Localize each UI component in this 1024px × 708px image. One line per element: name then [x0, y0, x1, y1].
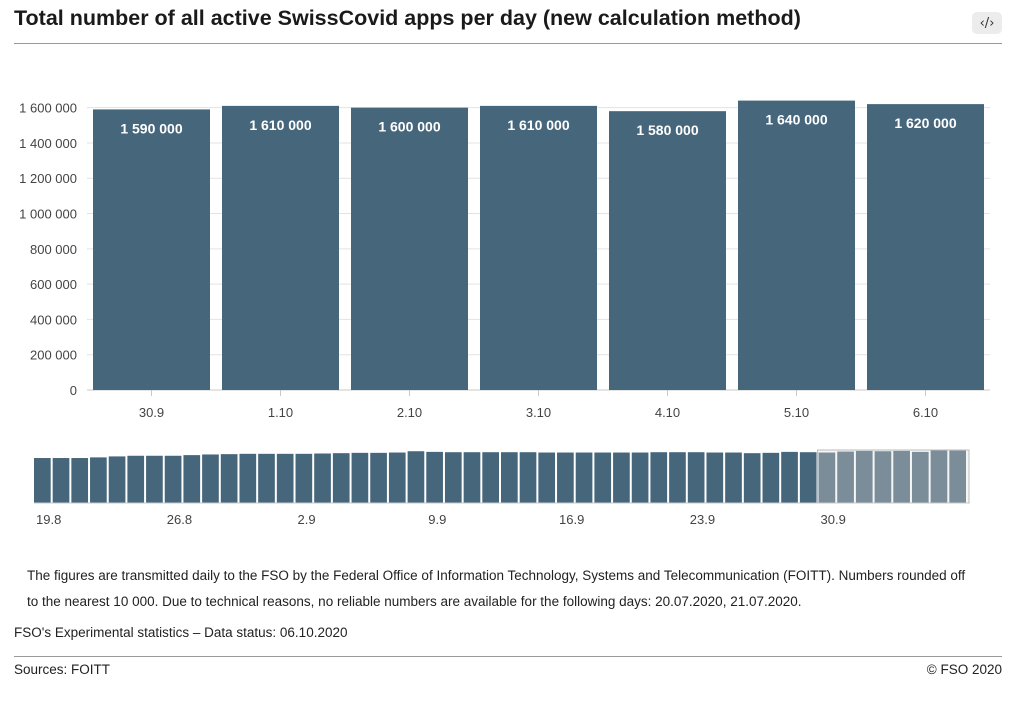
copyright: © FSO 2020	[926, 662, 1002, 677]
navigator-chart[interactable]: 19.8 26.8 2.9 9.9 16.9 23.9 30.9	[0, 440, 1024, 535]
bar	[738, 100, 855, 391]
navigator-bar	[930, 449, 948, 503]
bar	[351, 107, 468, 390]
navigator-bar	[164, 455, 182, 503]
x-tick-label: 30.9	[139, 405, 164, 420]
navigator-bar	[762, 452, 780, 503]
navigator-bar	[949, 450, 966, 503]
navigator-bar	[52, 458, 70, 503]
navigator-bar	[127, 455, 145, 503]
data-status: FSO's Experimental statistics – Data sta…	[14, 625, 348, 640]
navigator-tick-label: 9.9	[428, 512, 446, 527]
navigator-bar	[855, 450, 873, 503]
navigator-bar	[34, 458, 51, 503]
navigator-bar	[911, 451, 929, 503]
navigator-bar	[407, 451, 425, 503]
navigator-bar	[370, 452, 387, 503]
navigator-bar	[501, 452, 518, 503]
navigator-bar	[90, 457, 107, 503]
navigator-bar	[818, 452, 836, 503]
bar-value-label: 1 590 000	[120, 120, 182, 136]
x-tick-label: 2.10	[397, 405, 422, 420]
navigator-bar	[706, 452, 724, 503]
y-tick-label: 0	[70, 383, 77, 398]
navigator-bar	[893, 450, 910, 503]
y-tick-label: 200 000	[30, 348, 77, 363]
navigator-bar	[613, 452, 630, 503]
bar	[222, 105, 339, 390]
navigator-bar	[146, 455, 163, 503]
navigator-tick-label: 16.9	[559, 512, 584, 527]
navigator-tick-label: 23.9	[690, 512, 715, 527]
bar	[93, 109, 210, 390]
navigator-tick-label: 2.9	[298, 512, 316, 527]
x-tick-label: 6.10	[913, 405, 938, 420]
navigator-bar	[332, 453, 350, 503]
navigator-bar	[314, 453, 331, 503]
x-tick-label: 3.10	[526, 405, 551, 420]
x-tick-label: 1.10	[268, 405, 293, 420]
navigator-bar	[202, 454, 219, 503]
navigator-bar	[631, 452, 649, 503]
x-tick-label: 5.10	[784, 405, 809, 420]
navigator-bar	[71, 458, 89, 503]
bar-value-label: 1 600 000	[378, 119, 440, 135]
y-tick-label: 600 000	[30, 277, 77, 292]
y-tick-label: 1 200 000	[19, 171, 77, 186]
footnote: The figures are transmitted daily to the…	[27, 568, 966, 609]
navigator-bar	[482, 452, 499, 503]
navigator-bar	[108, 456, 126, 503]
navigator-bar	[426, 451, 443, 503]
footer-divider	[14, 656, 1002, 657]
bar-value-label: 1 640 000	[765, 112, 827, 128]
navigator-bar	[388, 452, 406, 503]
navigator-tick-label: 26.8	[167, 512, 192, 527]
navigator-bar	[538, 452, 556, 503]
y-tick-label: 800 000	[30, 242, 77, 257]
navigator-bar	[799, 452, 817, 503]
embed-code-button[interactable]: ‹/›	[972, 12, 1002, 34]
bar	[609, 111, 726, 391]
bar-value-label: 1 610 000	[249, 117, 311, 133]
navigator-tick-label: 30.9	[821, 512, 846, 527]
x-tick-label: 4.10	[655, 405, 680, 420]
navigator-bar	[258, 453, 275, 503]
navigator-bar	[669, 452, 686, 503]
navigator-bar	[295, 453, 313, 503]
navigator-bar	[725, 452, 742, 503]
y-tick-label: 1 600 000	[19, 101, 77, 116]
y-tick-label: 1 400 000	[19, 136, 77, 151]
navigator-bar	[444, 452, 462, 503]
navigator-bar	[837, 451, 854, 503]
navigator-bar	[220, 454, 238, 503]
main-bar-chart: 0 200 000 400 000 600 000 800 000 1 000 000 1 …	[19, 100, 990, 420]
navigator-selection	[817, 449, 970, 504]
title-divider	[14, 43, 1002, 44]
bar	[480, 105, 597, 390]
chart-title: Total number of all active SwissCovid ap…	[14, 6, 801, 30]
navigator-bar	[557, 452, 574, 503]
navigator-bar	[743, 453, 761, 503]
navigator-bar	[594, 452, 612, 503]
y-tick-label: 1 000 000	[19, 207, 77, 222]
navigator-bar	[519, 452, 537, 503]
navigator-bar	[575, 452, 593, 503]
bar-value-label: 1 580 000	[636, 122, 698, 138]
navigator-bar	[650, 452, 668, 503]
sources: Sources: FOITT	[14, 662, 111, 677]
bar-value-label: 1 620 000	[894, 115, 956, 131]
navigator-bar	[183, 455, 201, 503]
navigator-bar	[781, 451, 798, 503]
navigator-bar	[463, 452, 481, 503]
navigator-bar	[239, 453, 257, 503]
navigator-bar	[874, 451, 892, 503]
navigator-tick-label: 19.8	[36, 512, 61, 527]
y-tick-label: 400 000	[30, 312, 77, 327]
bar	[867, 104, 984, 390]
bar-value-label: 1 610 000	[507, 117, 569, 133]
code-embed-icon: ‹/›	[979, 15, 995, 31]
navigator-bar	[351, 452, 369, 503]
navigator-bar	[687, 452, 705, 503]
navigator-bar	[276, 453, 294, 503]
